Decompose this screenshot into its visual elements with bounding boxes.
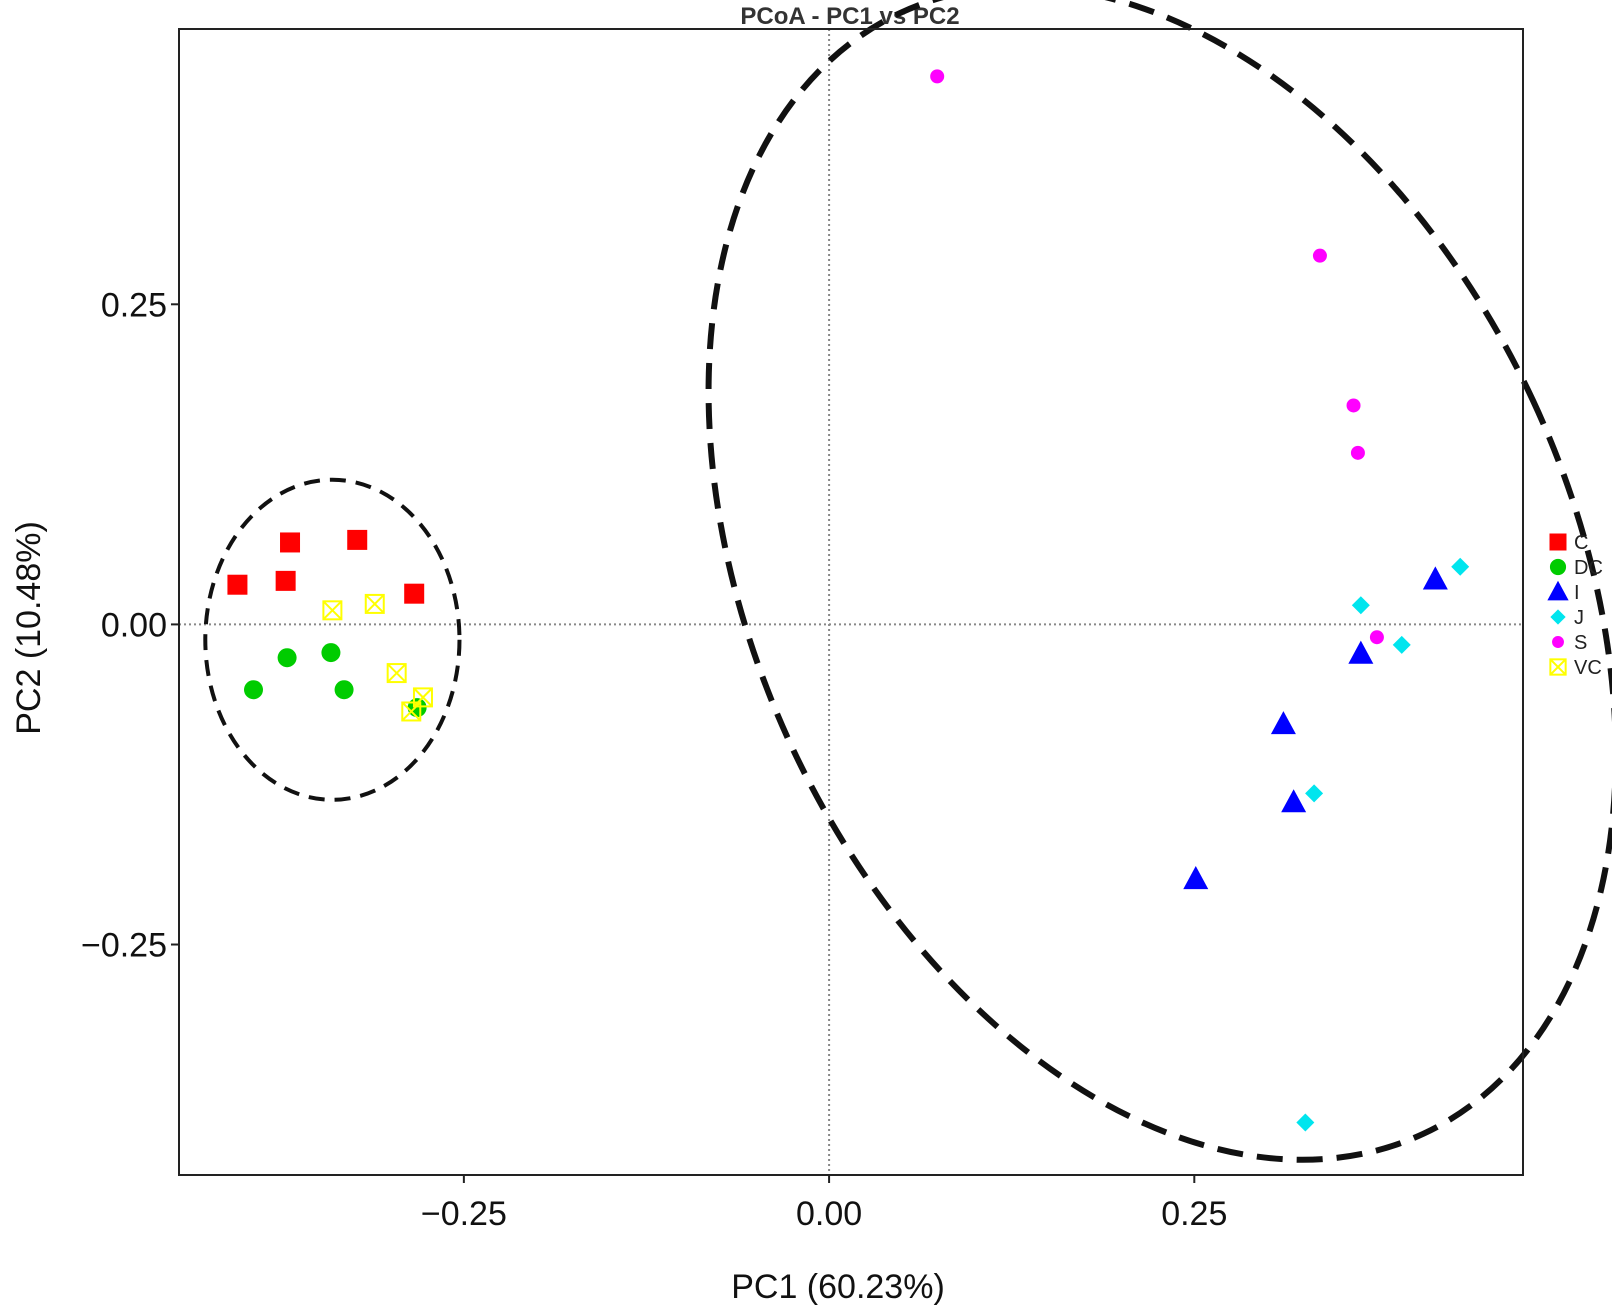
point-j <box>1296 1113 1315 1132</box>
series-s <box>930 69 1384 645</box>
point-j <box>1305 784 1324 803</box>
point-j <box>1351 596 1370 615</box>
chart-title: PCoA - PC1 vs PC2 <box>740 3 959 30</box>
point-c <box>275 570 296 591</box>
legend-key-vc <box>1549 658 1567 676</box>
point-j <box>1451 557 1470 576</box>
y-tick-label: −0.25 <box>81 927 167 965</box>
plot-frame <box>178 28 1524 1176</box>
reference-lines <box>179 29 1523 1175</box>
point-i <box>1270 711 1296 735</box>
series-i <box>1183 566 1448 890</box>
point-dc <box>321 643 341 663</box>
x-tick-label: 0.00 <box>796 1195 862 1233</box>
legend-label-i: I <box>1574 582 1580 604</box>
data-points <box>227 69 1470 1132</box>
legend: C DC IJS VC <box>1547 532 1603 679</box>
legend-label-dc: DC <box>1574 557 1603 579</box>
point-vc <box>401 701 422 722</box>
cluster-ellipse <box>203 477 462 802</box>
y-tick-label: 0.25 <box>101 286 167 324</box>
point-dc <box>334 680 354 700</box>
point-s <box>1350 445 1365 460</box>
legend-label-s: S <box>1574 632 1587 654</box>
point-vc <box>322 600 343 621</box>
legend-key-c <box>1549 533 1567 551</box>
y-tick-label: 0.00 <box>101 606 167 644</box>
point-i <box>1422 566 1448 590</box>
point-dc <box>407 698 427 718</box>
point-c <box>404 583 425 604</box>
point-i <box>1348 640 1374 664</box>
point-i <box>1281 789 1307 813</box>
point-i <box>1183 866 1209 890</box>
point-dc <box>277 648 297 668</box>
point-s <box>1312 248 1327 263</box>
series-dc <box>244 643 427 718</box>
point-vc <box>386 663 407 684</box>
series-c <box>227 529 425 604</box>
legend-key-dc <box>1549 558 1567 576</box>
series-vc <box>322 593 433 722</box>
point-s <box>930 69 945 84</box>
x-axis-label: PC1 (60.23%) <box>731 1268 945 1306</box>
axis-ticks: −0.25 0.00 0.25 −0.25 0.00 0.25 <box>81 286 1227 1233</box>
point-s <box>1369 630 1384 645</box>
point-c <box>347 529 368 550</box>
series-j <box>1296 557 1470 1132</box>
legend-label-vc: VC <box>1574 657 1602 679</box>
y-axis-label: PC2 (10.48%) <box>10 521 48 735</box>
point-j <box>1392 635 1411 654</box>
x-tick-label: −0.25 <box>421 1195 507 1233</box>
cluster-ellipses <box>203 0 1612 1163</box>
point-c <box>280 532 301 553</box>
point-c <box>227 574 248 595</box>
x-tick-label: 0.25 <box>1161 1195 1227 1233</box>
point-s <box>1346 398 1361 413</box>
legend-key-s <box>1552 636 1564 648</box>
point-vc <box>364 593 385 614</box>
legend-key-j <box>1550 609 1566 625</box>
legend-label-j: J <box>1574 607 1584 629</box>
point-dc <box>244 680 264 700</box>
legend-label-c: C <box>1574 532 1588 554</box>
legend-key-i <box>1547 580 1569 601</box>
cluster-ellipse <box>705 0 1612 1163</box>
